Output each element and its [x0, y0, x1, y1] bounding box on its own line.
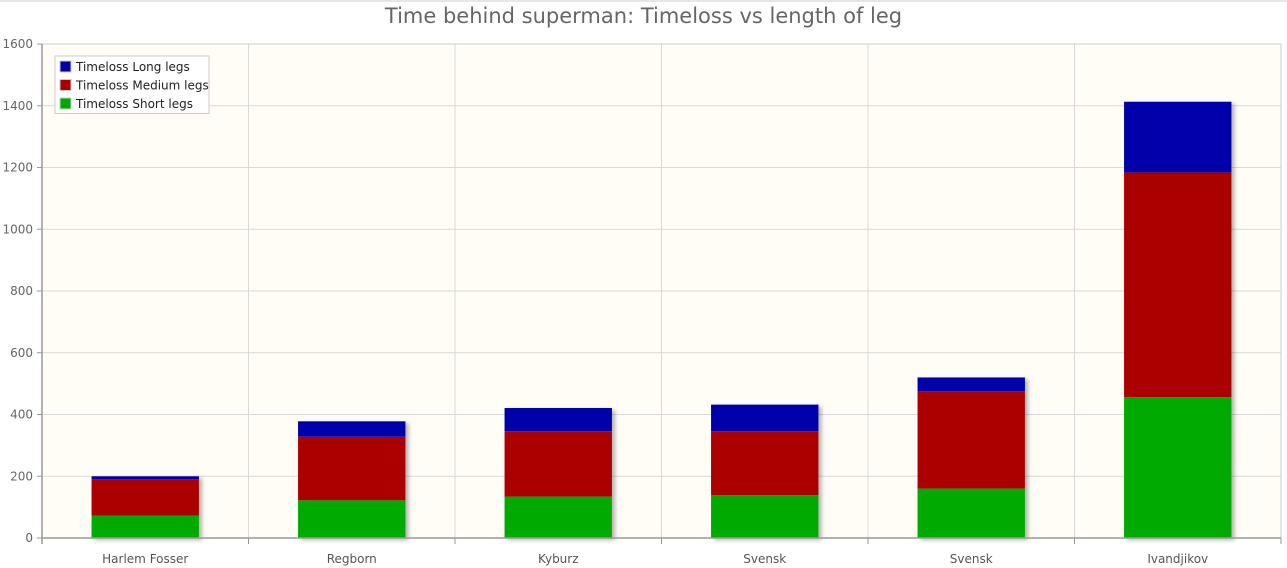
bar-segment	[91, 515, 199, 538]
bars	[91, 101, 1232, 538]
y-tick-label: 1200	[2, 161, 33, 175]
y-tick-label: 1400	[2, 99, 33, 113]
x-tick-label: Svensk	[950, 552, 993, 566]
x-tick-label: Harlem Fosser	[102, 552, 188, 566]
gridlines	[42, 43, 1281, 539]
bar-stack	[711, 404, 819, 538]
x-tick-label: Regborn	[327, 552, 377, 566]
bar-stack	[917, 377, 1025, 538]
bar-segment	[711, 404, 819, 432]
bar-segment	[91, 476, 199, 480]
y-tick-label: 1600	[2, 37, 33, 51]
bar-segment	[504, 496, 612, 538]
x-tick-label: Svensk	[743, 552, 786, 566]
legend-label: Timeloss Long legs	[75, 60, 190, 74]
bar-segment	[298, 436, 406, 501]
bar-segment	[298, 500, 406, 538]
bar-segment	[1124, 397, 1232, 538]
bar-segment	[917, 391, 1025, 489]
bar-segment	[917, 377, 1025, 392]
top-divider	[0, 0, 1287, 2]
legend-swatch	[59, 97, 72, 110]
chart-title: Time behind superman: Timeloss vs length…	[384, 4, 903, 28]
y-tick-label: 400	[10, 408, 33, 422]
legend-label: Timeloss Medium legs	[75, 79, 209, 93]
bar-segment	[504, 408, 612, 432]
y-tick-label: 0	[25, 531, 33, 545]
bar-stack	[1124, 101, 1232, 538]
legend: Timeloss Long legs Timeloss Medium legs Ti…	[54, 55, 210, 114]
y-tick-label: 600	[10, 346, 33, 360]
legend-swatch	[59, 60, 72, 73]
x-tick-label: Ivandjikov	[1147, 552, 1208, 566]
x-tick-label: Kyburz	[538, 552, 579, 566]
legend-box	[54, 55, 210, 114]
axes: 0 200 400 600 800 1000 1200 1400 1600 Harlem Foss…	[2, 37, 1282, 566]
bar-segment	[917, 488, 1025, 538]
bar-segment	[711, 431, 819, 496]
bar-segment	[91, 479, 199, 516]
bar-stack	[504, 408, 612, 538]
bar-stack	[91, 476, 199, 538]
y-tick-label: 200	[10, 469, 33, 483]
bar-segment	[1124, 101, 1232, 173]
y-tick-label: 1000	[2, 222, 33, 236]
legend-swatch	[59, 79, 72, 91]
y-tick-label: 800	[10, 284, 33, 298]
bar-segment	[504, 431, 612, 497]
bar-segment	[1124, 172, 1232, 398]
legend-label: Timeloss Short legs	[75, 97, 193, 111]
bar-stack	[298, 421, 406, 538]
bar-segment	[711, 495, 819, 538]
bar-segment	[298, 421, 406, 437]
